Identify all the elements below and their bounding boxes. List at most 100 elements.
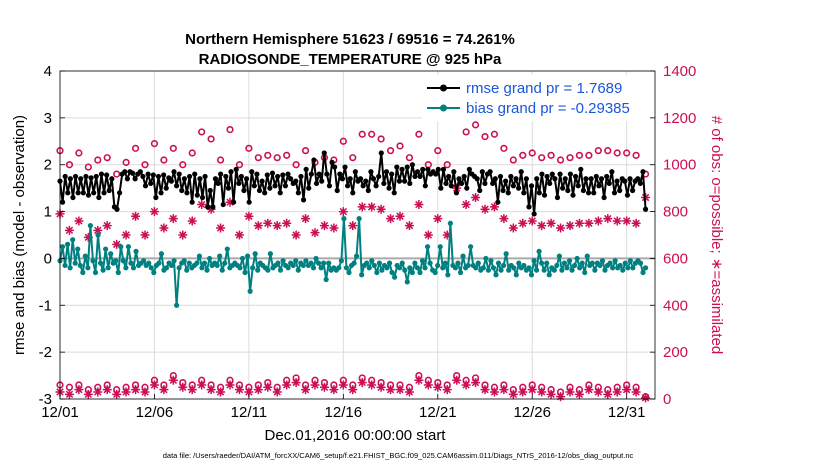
bias-point xyxy=(447,220,453,226)
bias-point xyxy=(435,262,441,269)
bias-point xyxy=(277,267,284,273)
assimilated-obs-min-marker xyxy=(178,382,188,392)
rmse-point xyxy=(547,180,553,187)
assimilated-obs-marker xyxy=(546,218,556,228)
assimilated-obs-min-marker xyxy=(471,378,481,388)
bias-point xyxy=(280,258,286,264)
bias-point xyxy=(369,258,375,264)
rmse-point xyxy=(293,178,299,184)
bias-point xyxy=(465,262,471,269)
rmse-point xyxy=(241,187,247,194)
assimilated-obs-marker xyxy=(499,214,509,224)
possible-obs-marker xyxy=(490,130,499,138)
bias-point xyxy=(366,265,372,271)
possible-obs-marker xyxy=(632,151,640,159)
y-tick-label: 3 xyxy=(44,110,52,127)
rmse-point xyxy=(70,194,76,201)
bias-point xyxy=(399,260,405,266)
rmse-point xyxy=(453,190,460,196)
rmse-point xyxy=(596,183,602,189)
rmse-point xyxy=(295,190,301,196)
possible-obs-marker xyxy=(604,147,612,155)
bias-point xyxy=(237,265,243,271)
bias-point xyxy=(100,267,106,273)
rmse-point xyxy=(583,176,589,182)
rmse-point xyxy=(554,194,561,201)
right-y-tick-label: 0 xyxy=(663,391,671,408)
rmse-point xyxy=(233,166,239,172)
bias-point xyxy=(163,265,170,271)
rmse-point xyxy=(585,190,592,196)
rmse-point xyxy=(456,176,462,182)
rmse-point xyxy=(300,197,307,203)
rmse-point xyxy=(505,190,511,196)
rmse-point xyxy=(642,206,649,212)
assimilated-obs-marker xyxy=(574,218,584,228)
bias-series xyxy=(57,216,649,308)
rmse-point xyxy=(205,204,211,210)
bias-point xyxy=(125,244,132,250)
assimilated-obs-marker xyxy=(338,207,348,217)
possible-obs-marker xyxy=(150,140,159,148)
assimilated-obs-marker xyxy=(423,230,433,240)
bias-point xyxy=(503,251,509,257)
bias-point xyxy=(103,246,109,252)
rmse-point xyxy=(192,171,198,177)
rmse-point xyxy=(446,173,452,180)
assimilated-obs-marker xyxy=(565,221,575,231)
assimilated-obs-marker xyxy=(234,230,244,240)
rmse-point xyxy=(326,183,333,189)
assimilated-obs-marker xyxy=(593,216,603,226)
x-tick-label: 12/01 xyxy=(41,404,79,421)
bias-point xyxy=(371,262,377,269)
right-y-tick-label: 400 xyxy=(663,297,688,314)
bias-point xyxy=(62,262,68,269)
rmse-point xyxy=(448,183,454,189)
bias-point xyxy=(67,265,73,271)
possible-obs-marker xyxy=(292,161,300,169)
possible-obs-marker xyxy=(216,156,225,164)
bias-point xyxy=(82,253,88,259)
assimilated-obs-min-marker xyxy=(282,380,292,390)
bias-point xyxy=(460,253,466,259)
rmse-point xyxy=(567,171,574,177)
rmse-point xyxy=(549,171,555,177)
bias-point xyxy=(599,258,606,264)
bias-point xyxy=(356,216,362,222)
rmse-point xyxy=(311,157,317,163)
bias-point xyxy=(389,269,395,276)
rmse-point xyxy=(93,173,99,180)
bias-point xyxy=(622,260,628,266)
rmse-point xyxy=(334,187,340,194)
data-file-footer: data file: /Users/raeder/DAI/ATM_forcXX/… xyxy=(163,451,634,460)
rmse-point xyxy=(528,183,535,189)
rmse-point xyxy=(189,199,195,205)
rmse-point xyxy=(614,178,620,184)
possible-obs-marker xyxy=(481,133,489,141)
assimilated-obs-marker xyxy=(603,214,613,224)
bias-point xyxy=(130,265,137,271)
bias-point xyxy=(318,265,324,271)
assimilated-obs-marker xyxy=(83,232,93,242)
rmse-point xyxy=(458,180,465,187)
assimilated-obs-min-marker xyxy=(452,375,462,385)
rmse-point xyxy=(251,183,257,189)
bias-point xyxy=(346,269,352,276)
rmse-point xyxy=(337,171,343,177)
assimilated-obs-marker xyxy=(433,214,443,224)
rmse-point xyxy=(606,180,612,187)
assimilated-obs-marker xyxy=(272,221,282,231)
possible-obs-marker xyxy=(538,154,546,162)
rmse-point xyxy=(264,172,270,178)
assimilated-obs-min-marker xyxy=(527,385,537,395)
assimilated-obs-marker xyxy=(414,200,424,210)
rmse-point xyxy=(526,204,532,210)
bias-point xyxy=(468,244,474,250)
rmse-point xyxy=(91,190,97,196)
possible-obs-marker xyxy=(415,130,423,138)
rmse-point xyxy=(536,190,542,196)
assimilated-obs-marker xyxy=(140,230,150,240)
right-y-tick-label: 200 xyxy=(663,344,688,361)
bias-point xyxy=(402,267,408,273)
bias-point xyxy=(422,265,428,271)
